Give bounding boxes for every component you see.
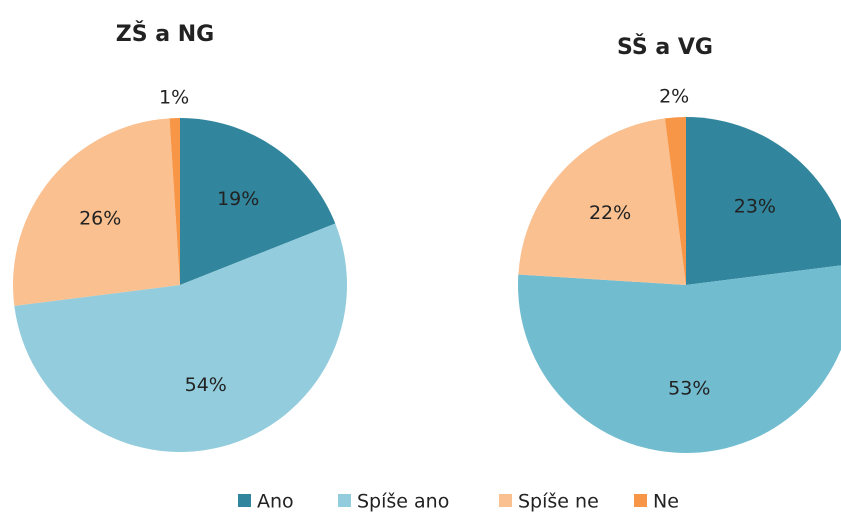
legend-swatch [634,494,647,507]
pie-slice [664,117,686,285]
legend-label: Spíše ne [518,491,599,513]
data-label: 19% [217,188,259,210]
legend-label: Ne [653,491,679,513]
pie-slice [180,118,336,285]
pie-slice [517,265,841,453]
data-label: 1% [159,87,189,109]
pie-slice [686,117,841,285]
data-label: 54% [185,374,227,396]
data-label: 53% [668,378,710,400]
legend-swatch [338,494,351,507]
legend-swatch [499,494,512,507]
legend-swatch [238,494,251,507]
data-label: 23% [734,195,776,217]
pie-slice [12,118,180,306]
data-label: 26% [79,208,121,230]
pie-slice [169,118,180,285]
data-label: 22% [589,202,631,224]
chart-title: SŠ a VG [617,34,713,60]
chart-title: ZŠ a NG [116,21,214,47]
pie-slice [14,223,348,452]
legend-label: Ano [257,491,294,513]
pie-slice [518,118,686,285]
data-label: 2% [659,86,689,108]
legend-label: Spíše ano [357,491,449,513]
